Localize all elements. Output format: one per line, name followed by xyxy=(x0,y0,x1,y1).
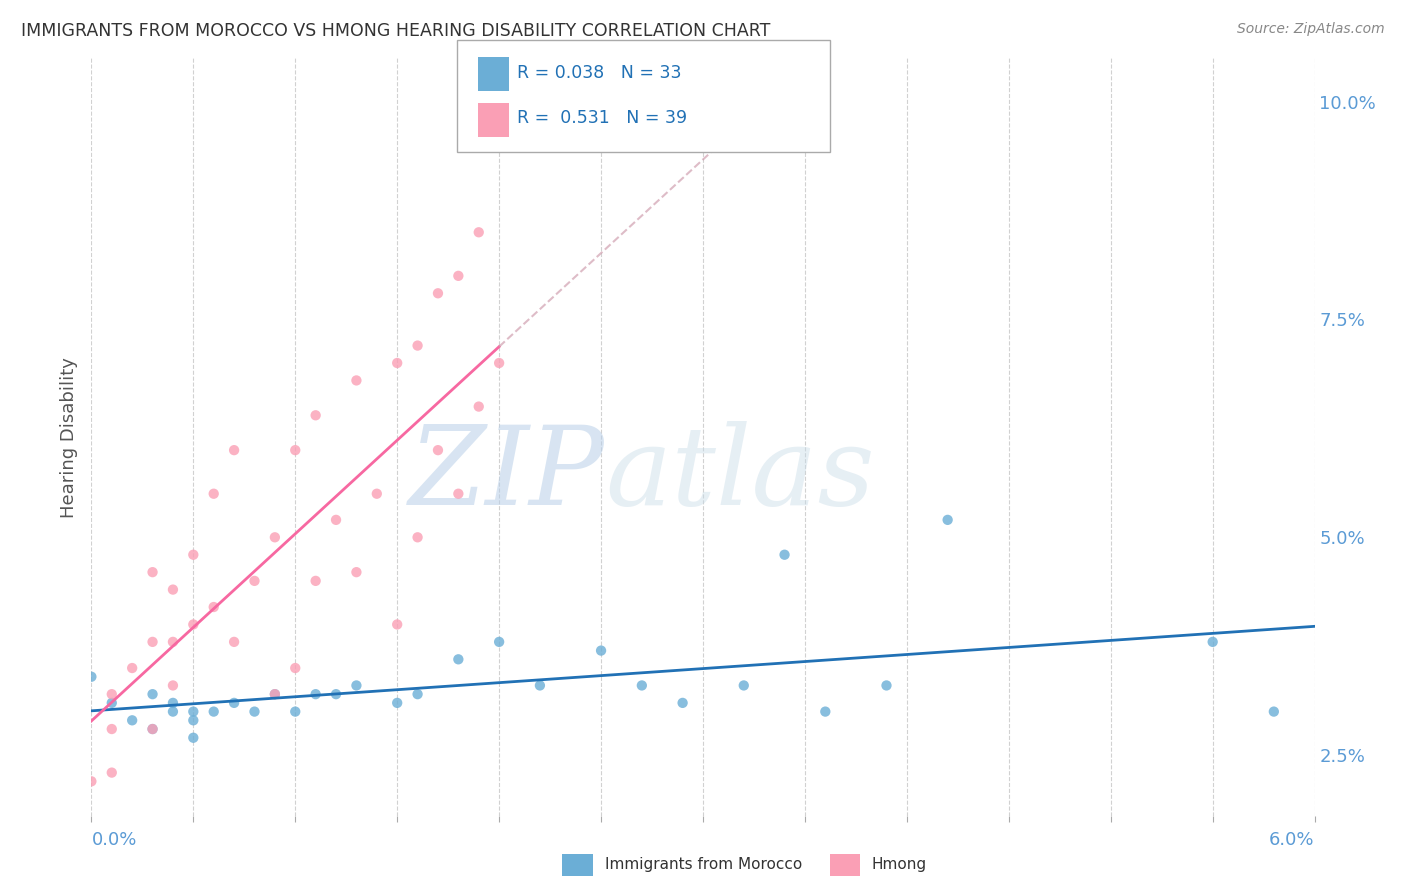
Point xyxy=(141,635,165,649)
Point xyxy=(468,225,491,239)
Point xyxy=(284,443,307,458)
Text: R = 0.038   N = 33: R = 0.038 N = 33 xyxy=(517,64,682,82)
Point xyxy=(141,722,165,736)
Point xyxy=(202,487,225,501)
Point xyxy=(224,635,246,649)
Point xyxy=(385,617,409,632)
Point xyxy=(406,687,429,701)
Point xyxy=(162,582,184,597)
Point xyxy=(243,705,266,719)
Point xyxy=(468,400,491,414)
Point xyxy=(631,678,654,692)
Point xyxy=(346,565,368,579)
Point xyxy=(284,661,307,675)
Point xyxy=(427,443,450,458)
Point xyxy=(346,678,368,692)
Point xyxy=(366,487,388,501)
Point xyxy=(141,687,165,701)
Point xyxy=(80,774,103,789)
Point xyxy=(264,687,287,701)
Point xyxy=(202,705,225,719)
Text: Source: ZipAtlas.com: Source: ZipAtlas.com xyxy=(1237,22,1385,37)
Point xyxy=(162,696,184,710)
Point xyxy=(101,696,124,710)
Point xyxy=(325,513,347,527)
Text: Hmong: Hmong xyxy=(872,857,927,872)
Text: Immigrants from Morocco: Immigrants from Morocco xyxy=(605,857,801,872)
Point xyxy=(121,661,143,675)
Point xyxy=(733,678,755,692)
Point xyxy=(264,530,287,544)
Point xyxy=(101,722,124,736)
Text: 0.0%: 0.0% xyxy=(91,831,136,849)
Point xyxy=(385,696,409,710)
Point xyxy=(488,356,510,370)
Point xyxy=(1202,635,1225,649)
Point xyxy=(121,714,143,728)
Point xyxy=(224,443,246,458)
Text: R =  0.531   N = 39: R = 0.531 N = 39 xyxy=(517,110,688,128)
Point xyxy=(447,268,470,283)
Point xyxy=(591,643,613,657)
Point xyxy=(406,338,429,352)
Point xyxy=(183,731,205,745)
Point xyxy=(162,635,184,649)
Point xyxy=(773,548,796,562)
Point xyxy=(202,600,225,615)
Point xyxy=(672,696,695,710)
Point xyxy=(183,617,205,632)
Point xyxy=(447,652,470,666)
Point xyxy=(529,678,551,692)
Point xyxy=(447,487,470,501)
Text: IMMIGRANTS FROM MOROCCO VS HMONG HEARING DISABILITY CORRELATION CHART: IMMIGRANTS FROM MOROCCO VS HMONG HEARING… xyxy=(21,22,770,40)
Point xyxy=(488,635,510,649)
Point xyxy=(101,687,124,701)
Point xyxy=(183,548,205,562)
Point xyxy=(243,574,266,588)
Point xyxy=(162,678,184,692)
Text: atlas: atlas xyxy=(605,421,875,529)
Point xyxy=(101,765,124,780)
Point xyxy=(305,687,328,701)
Point xyxy=(876,678,898,692)
Point xyxy=(284,705,307,719)
Y-axis label: Hearing Disability: Hearing Disability xyxy=(59,357,77,517)
Point xyxy=(305,574,328,588)
Point xyxy=(162,705,184,719)
Point xyxy=(325,687,347,701)
Point xyxy=(1263,705,1285,719)
Point xyxy=(264,687,287,701)
Text: ZIP: ZIP xyxy=(409,421,605,529)
Point xyxy=(936,513,959,527)
Point xyxy=(80,670,103,684)
Point xyxy=(141,565,165,579)
Point xyxy=(814,705,837,719)
Point xyxy=(346,373,368,387)
Point xyxy=(305,409,328,423)
Point xyxy=(427,286,450,301)
Point xyxy=(141,722,165,736)
Point xyxy=(183,714,205,728)
Point xyxy=(224,696,246,710)
Point xyxy=(406,530,429,544)
Text: 6.0%: 6.0% xyxy=(1270,831,1315,849)
Point xyxy=(183,705,205,719)
Point xyxy=(385,356,409,370)
